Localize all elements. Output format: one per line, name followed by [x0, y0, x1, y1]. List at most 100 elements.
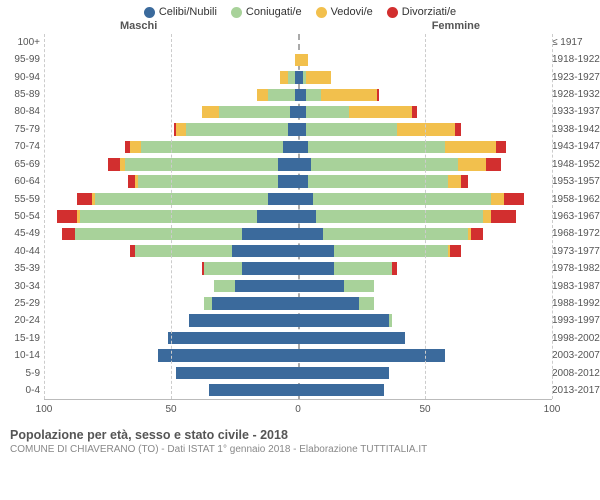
- bar-segment: [298, 210, 316, 223]
- bar-segment: [57, 210, 77, 223]
- birth-tick: 1938-1942: [552, 121, 600, 138]
- age-tick: 100+: [4, 34, 40, 51]
- bar-segment: [257, 89, 267, 102]
- legend-swatch: [231, 7, 242, 18]
- y-axis-birth: ≤ 19171918-19221923-19271928-19321933-19…: [552, 34, 600, 400]
- bar-segment: [288, 123, 298, 136]
- footer: Popolazione per età, sesso e stato civil…: [0, 422, 600, 455]
- bar-segment: [176, 123, 186, 136]
- age-tick: 55-59: [4, 191, 40, 208]
- gridline: [171, 34, 172, 399]
- y-axis-age: 100+95-9990-9485-8980-8475-7970-7465-696…: [4, 34, 40, 400]
- female-label: Femmine: [432, 20, 480, 32]
- bar-segment: [359, 297, 374, 310]
- bar-segment: [311, 158, 458, 171]
- bar-segment: [448, 175, 461, 188]
- pyramid-row: [44, 382, 552, 399]
- bar-segment: [306, 123, 397, 136]
- pyramid-row: [44, 243, 552, 260]
- bar-segment: [77, 193, 92, 206]
- bar-segment: [290, 106, 298, 119]
- pyramid-row: [44, 295, 552, 312]
- bar-segment: [450, 245, 460, 258]
- pyramid-row: [44, 104, 552, 121]
- bar-segment: [496, 141, 506, 154]
- x-tick: 100: [544, 404, 561, 415]
- gridline: [552, 34, 553, 399]
- age-tick: 35-39: [4, 260, 40, 277]
- bar-segment: [298, 314, 389, 327]
- legend-swatch: [144, 7, 155, 18]
- bar-segment: [232, 245, 298, 258]
- bar-segment: [202, 106, 220, 119]
- bar-segment: [125, 158, 277, 171]
- birth-tick: 1963-1967: [552, 208, 600, 225]
- bar-segment: [334, 245, 448, 258]
- bar-segment: [257, 210, 298, 223]
- age-tick: 25-29: [4, 295, 40, 312]
- bar-segment: [268, 89, 296, 102]
- bar-segment: [158, 349, 298, 362]
- birth-tick: 1923-1927: [552, 69, 600, 86]
- bar-segment: [298, 367, 389, 380]
- birth-tick: 1933-1937: [552, 104, 600, 121]
- bar-segment: [298, 89, 306, 102]
- bar-segment: [392, 262, 397, 275]
- age-tick: 15-19: [4, 330, 40, 347]
- age-tick: 10-14: [4, 348, 40, 365]
- bar-segment: [214, 280, 234, 293]
- birth-tick: 1928-1932: [552, 86, 600, 103]
- birth-tick: 2003-2007: [552, 348, 600, 365]
- birth-tick: 1983-1987: [552, 278, 600, 295]
- bar-segment: [298, 228, 323, 241]
- pyramid-row: [44, 51, 552, 68]
- gridline: [44, 34, 45, 399]
- bar-segment: [242, 228, 298, 241]
- bar-segment: [455, 123, 460, 136]
- legend-label: Vedovi/e: [331, 6, 373, 18]
- bar-segment: [176, 367, 298, 380]
- bar-segment: [62, 228, 75, 241]
- legend-label: Divorziati/e: [402, 6, 456, 18]
- bar-segment: [458, 158, 486, 171]
- age-tick: 50-54: [4, 208, 40, 225]
- bar-segment: [135, 245, 232, 258]
- bar-segment: [491, 210, 516, 223]
- x-tick: 100: [36, 404, 53, 415]
- legend-label: Celibi/Nubili: [159, 6, 217, 18]
- bar-segment: [321, 89, 377, 102]
- male-label: Maschi: [120, 20, 157, 32]
- bar-segment: [306, 89, 321, 102]
- age-tick: 60-64: [4, 173, 40, 190]
- bar-segment: [298, 54, 308, 67]
- bar-segment: [504, 193, 524, 206]
- bar-segment: [80, 210, 258, 223]
- bar-segment: [316, 210, 484, 223]
- pyramid-row: [44, 277, 552, 294]
- pyramid-row: [44, 225, 552, 242]
- bar-segment: [242, 262, 298, 275]
- birth-tick: 1973-1977: [552, 243, 600, 260]
- birth-tick: 1968-1972: [552, 226, 600, 243]
- age-tick: 95-99: [4, 51, 40, 68]
- bar-segment: [298, 193, 313, 206]
- pyramid-row: [44, 121, 552, 138]
- pyramid-row: [44, 69, 552, 86]
- bar-segment: [138, 175, 278, 188]
- birth-tick: 1978-1982: [552, 260, 600, 277]
- pyramid-row: [44, 34, 552, 51]
- legend-label: Coniugati/e: [246, 6, 302, 18]
- chart-subtitle: COMUNE DI CHIAVERANO (TO) - Dati ISTAT 1…: [10, 444, 590, 455]
- pyramid-row: [44, 208, 552, 225]
- x-tick: 50: [419, 404, 430, 415]
- bar-segment: [288, 71, 296, 84]
- bar-segment: [445, 141, 496, 154]
- legend-item: Vedovi/e: [316, 6, 373, 18]
- birth-tick: 2013-2017: [552, 382, 600, 399]
- bar-segment: [298, 245, 334, 258]
- bar-segment: [209, 384, 298, 397]
- birth-tick: 1953-1957: [552, 173, 600, 190]
- birth-tick: 1988-1992: [552, 295, 600, 312]
- legend-item: Divorziati/e: [387, 6, 456, 18]
- birth-tick: 1948-1952: [552, 156, 600, 173]
